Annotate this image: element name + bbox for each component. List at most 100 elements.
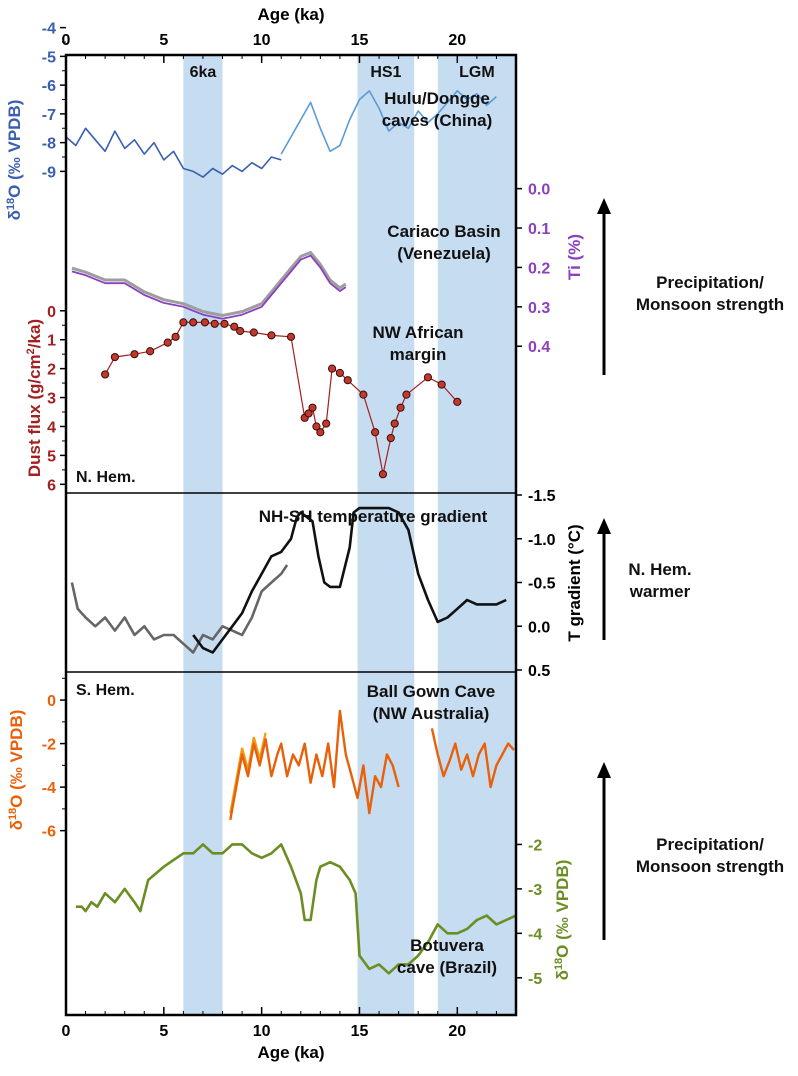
y-tick-label-cariaco: 0.4: [528, 339, 550, 356]
y-tick-label-gradient: 0.0: [528, 619, 550, 636]
dust-flux-point: [327, 364, 337, 373]
y-tick-label-nwafrica: 1: [47, 333, 56, 350]
x-tick-label-top: 0: [62, 32, 71, 49]
panel-label-ballgown: Ball Gown Cave: [367, 682, 495, 701]
y-tick-label-hulu: -8: [42, 136, 56, 153]
arrow-label: Precipitation/: [656, 273, 764, 292]
dust-flux-point: [312, 422, 321, 431]
x-tick-label-bottom: 20: [448, 1023, 466, 1040]
y-tick-label-cariaco: 0.1: [528, 221, 550, 238]
dust-flux-point: [390, 419, 399, 428]
dust-flux-point: [396, 403, 405, 412]
dust-flux-point: [163, 338, 172, 347]
y-tick-label-botuvera: -5: [528, 971, 542, 988]
y-axis-title-cariaco: Ti (%): [565, 234, 584, 280]
series-hulu: [280, 90, 497, 155]
x-tick-label-top: 10: [253, 32, 271, 49]
dust-flux-point: [249, 328, 258, 337]
y-tick-label-hulu: -6: [42, 78, 56, 95]
y-tick-label-nwafrica: 2: [47, 362, 56, 379]
arrow-label: Monsoon strength: [636, 295, 784, 314]
plot-frame: [64, 53, 518, 1017]
panel-label-botuvera: Botuvera: [410, 936, 484, 955]
dust-flux-point: [453, 397, 462, 406]
arrow-head: [597, 198, 611, 214]
dust-flux-point: [101, 370, 110, 379]
shade-label-hs1: HS1: [370, 64, 401, 81]
panel-label-hulu: Hulu/Dongge: [384, 89, 490, 108]
dust-flux-point: [316, 428, 325, 437]
dust-flux-point: [308, 403, 317, 412]
y-tick-label-botuvera: -2: [528, 837, 542, 854]
data-series: [65, 90, 517, 975]
x-tick-label-bottom: 5: [159, 1023, 168, 1040]
y-tick-label-nwafrica: 6: [47, 477, 56, 494]
dust-flux-point: [437, 380, 446, 389]
arrow-label: Precipitation/: [656, 835, 764, 854]
arrow-head: [597, 518, 611, 534]
panel-label-cariaco: Cariaco Basin: [387, 222, 500, 241]
y-tick-label-hulu: -4: [42, 21, 56, 38]
y-tick-label-ballgown: -4: [42, 780, 56, 797]
shaded-intervals: [183, 55, 516, 1015]
dust-flux-point: [179, 318, 188, 327]
series-gradient-1: [70, 564, 289, 654]
x-tick-label-top: 20: [448, 32, 466, 49]
y-tick-label-nwafrica: 3: [47, 391, 56, 408]
series-ballgown: [430, 728, 515, 789]
dust-flux-point: [220, 319, 229, 328]
x-axis-title-bottom: Age (ka): [257, 1043, 324, 1062]
dust-flux-point: [171, 332, 180, 341]
dust-flux-point: [230, 322, 239, 331]
shade-label-6ka: 6ka: [190, 64, 217, 81]
dust-flux-point: [386, 433, 395, 443]
arrow-head: [597, 762, 611, 778]
panel-label-nwafrica: NW African: [373, 323, 464, 342]
x-tick-label-top: 5: [159, 32, 168, 49]
shade-6ka: [183, 55, 223, 1015]
dust-flux-point: [322, 419, 331, 428]
panel-label-gradient: NH-SH temperature gradient: [259, 507, 488, 526]
y-tick-label-cariaco: 0.2: [528, 260, 550, 277]
dust-flux-point: [343, 376, 352, 385]
panel-label-ballgown: (NW Australia): [373, 704, 490, 723]
panel-labels: 6ka HS1 LGM Hulu/Dongge caves (China) Cariaco…: [76, 64, 501, 977]
x-axis-title-top: Age (ka): [257, 5, 324, 24]
dust-flux-point: [189, 318, 198, 327]
y-tick-label-botuvera: -3: [528, 882, 542, 899]
panel-label-nwafrica: margin: [390, 345, 447, 364]
y-tick-label-nwafrica: 4: [47, 419, 56, 436]
series-ti-raw: [71, 251, 347, 317]
dust-flux-point: [359, 390, 368, 399]
x-tick-label-bottom: 10: [253, 1023, 271, 1040]
series-gradient-2: [192, 506, 507, 654]
dust-flux-point: [402, 390, 411, 399]
y-axis-title-gradient: T gradient (°C): [565, 524, 584, 641]
chart-frame: [64, 53, 518, 1017]
arrow-label: Monsoon strength: [636, 857, 784, 876]
y-tick-label-hulu: -5: [42, 49, 56, 66]
dust-flux-point: [304, 409, 313, 418]
y-tick-label-nwafrica: 0: [47, 304, 56, 321]
series-ti: [71, 254, 347, 320]
y-tick-label-gradient: 0.5: [528, 663, 550, 680]
y-tick-label-nwafrica: 5: [47, 448, 56, 465]
annotation-arrows: Precipitation/Monsoon strength N. Hem. war…: [597, 198, 784, 940]
south-hemisphere-label: S. Hem.: [76, 682, 135, 699]
y-tick-label-ballgown: -6: [42, 824, 56, 841]
shade-label-lgm: LGM: [459, 64, 495, 81]
dust-flux-point: [371, 428, 380, 437]
x-tick-label-bottom: 15: [351, 1023, 369, 1040]
y-tick-label-ballgown: 0: [47, 693, 56, 710]
dust-flux-point: [267, 331, 276, 340]
dust-flux-point: [110, 352, 120, 362]
dust-flux-point: [236, 326, 245, 336]
y-tick-label-ballgown: -2: [42, 737, 56, 754]
y-tick-label-gradient: -1.5: [528, 488, 556, 505]
dust-flux-point: [423, 373, 433, 382]
x-tick-label-top: 15: [351, 32, 369, 49]
panel-label-cariaco: (Venezuela): [397, 244, 491, 263]
series-dongge: [65, 127, 282, 178]
